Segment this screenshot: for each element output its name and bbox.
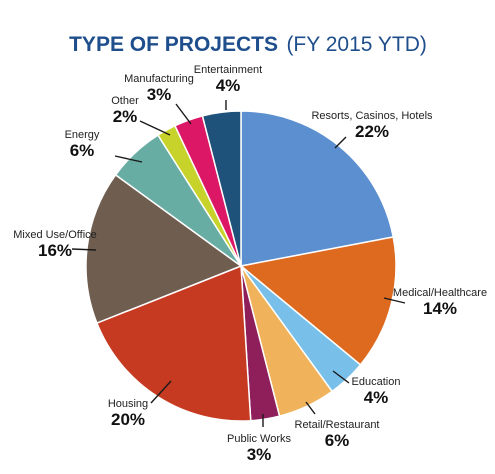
slice-label-retail-restaurant: Retail/Restaurant xyxy=(295,419,380,431)
slice-value-resorts-casinos-hotels: 22% xyxy=(355,122,389,141)
slice-value-retail-restaurant: 6% xyxy=(325,431,350,450)
slice-label-public-works: Public Works xyxy=(227,433,291,445)
pie-slice-mixed-use-office xyxy=(85,173,243,325)
slice-label-resorts-casinos-hotels: Resorts, Casinos, Hotels xyxy=(311,110,433,122)
slice-value-public-works: 3% xyxy=(247,445,272,464)
leader-line-housing xyxy=(150,380,172,404)
leader-line-other xyxy=(139,120,171,136)
leader-line-resorts-casinos-hotels xyxy=(334,136,347,149)
slice-value-other: 2% xyxy=(113,107,138,126)
slice-label-medical-healthcare: Medical/Healthcare xyxy=(393,287,487,299)
slice-label-other: Other xyxy=(111,95,139,107)
slice-value-education: 4% xyxy=(364,388,389,407)
chart-title: TYPE OF PROJECTS (FY 2015 YTD) xyxy=(69,33,427,56)
slice-label-housing: Housing xyxy=(108,398,148,410)
leader-line-retail-restaurant xyxy=(305,401,316,415)
leader-line-education xyxy=(332,370,350,384)
slice-value-manufacturing: 3% xyxy=(147,85,172,104)
slice-value-medical-healthcare: 14% xyxy=(423,299,457,318)
slice-value-entertainment: 4% xyxy=(216,76,241,95)
leader-line-mixed-use-office xyxy=(71,248,97,251)
pie-slice-medical-healthcare xyxy=(239,236,397,366)
slice-value-mixed-use-office: 16% xyxy=(38,241,72,260)
leader-line-energy xyxy=(114,155,143,163)
slice-value-housing: 20% xyxy=(111,410,145,429)
slice-label-entertainment: Entertainment xyxy=(194,64,262,76)
leader-line-manufacturing xyxy=(175,103,192,125)
slice-value-energy: 6% xyxy=(70,141,95,160)
slice-label-energy: Energy xyxy=(65,129,100,141)
leader-line-medical-healthcare xyxy=(383,297,406,304)
slice-label-manufacturing: Manufacturing xyxy=(124,73,194,85)
pie-slice-entertainment xyxy=(201,110,242,267)
slice-label-mixed-use-office: Mixed Use/Office xyxy=(13,229,97,241)
slice-label-education: Education xyxy=(352,376,401,388)
pie-slice-housing xyxy=(95,264,252,422)
pie-slice-resorts-casinos-hotels xyxy=(240,110,395,267)
